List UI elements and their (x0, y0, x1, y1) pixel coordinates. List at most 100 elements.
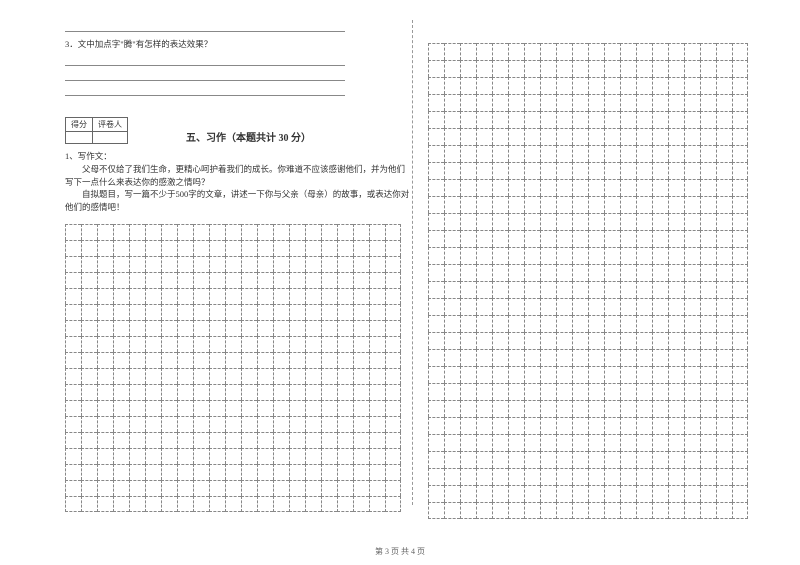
grid-cell (209, 336, 225, 352)
grid-cell (81, 368, 97, 384)
grid-cell (97, 368, 113, 384)
grid-cell (177, 448, 193, 464)
grid-cell (668, 417, 684, 434)
grid-cell (444, 383, 460, 400)
grid-cell (620, 179, 636, 196)
grid-cell (444, 468, 460, 485)
grid-cell (193, 496, 209, 512)
grid-cell (604, 43, 620, 60)
grid-cell (684, 94, 700, 111)
grid-cell (540, 213, 556, 230)
grid-cell (225, 272, 241, 288)
grid-cell (668, 451, 684, 468)
grid-cell (289, 432, 305, 448)
grid-cell (668, 281, 684, 298)
grid-cell (113, 448, 129, 464)
grid-cell (732, 196, 748, 213)
grid-cell (540, 162, 556, 179)
left-column: 3．文中加点字"腾"有怎样的表达效果？ 得分 评卷人 五、 (65, 20, 410, 512)
grid-cell (193, 384, 209, 400)
grid-cell (524, 434, 540, 451)
grid-cell (700, 145, 716, 162)
grid-cell (257, 272, 273, 288)
grid-cell (668, 60, 684, 77)
grid-cell (113, 256, 129, 272)
grid-cell (145, 432, 161, 448)
grid-cell (145, 304, 161, 320)
grid-cell (684, 111, 700, 128)
grid-cell (700, 468, 716, 485)
grid-cell (716, 451, 732, 468)
grid-cell (508, 196, 524, 213)
grid-cell (556, 247, 572, 264)
grid-cell (113, 352, 129, 368)
grid-cell (81, 464, 97, 480)
grid-cell (668, 349, 684, 366)
grid-cell (652, 468, 668, 485)
grid-cell (193, 416, 209, 432)
grid-cell (732, 332, 748, 349)
grid-cell (369, 416, 385, 432)
grid-cell (81, 224, 97, 240)
grid-cell (209, 240, 225, 256)
grid-cell (337, 400, 353, 416)
grid-cell (193, 432, 209, 448)
grid-cell (588, 128, 604, 145)
grid-cell (588, 145, 604, 162)
grid-cell (385, 256, 401, 272)
grid-cell (668, 315, 684, 332)
grid-cell (572, 434, 588, 451)
grid-cell (369, 336, 385, 352)
grid-cell (732, 315, 748, 332)
grid-cell (273, 224, 289, 240)
grid-cell (273, 368, 289, 384)
grid-cell (145, 416, 161, 432)
grid-cell (492, 128, 508, 145)
grid-cell (273, 240, 289, 256)
grid-cell (257, 448, 273, 464)
grid-cell (305, 288, 321, 304)
grid-cell (508, 468, 524, 485)
grid-cell (273, 480, 289, 496)
grid-cell (652, 400, 668, 417)
grid-cell (668, 468, 684, 485)
grid-cell (273, 352, 289, 368)
grid-cell (588, 468, 604, 485)
grid-cell (161, 304, 177, 320)
grid-cell (369, 400, 385, 416)
grid-cell (620, 60, 636, 77)
grid-cell (540, 349, 556, 366)
grid-cell (668, 213, 684, 230)
grid-cell (476, 281, 492, 298)
grid-cell (177, 352, 193, 368)
answer-line (65, 20, 345, 32)
grid-cell (588, 230, 604, 247)
grid-cell (540, 128, 556, 145)
grid-cell (652, 281, 668, 298)
grid-cell (540, 111, 556, 128)
grid-cell (97, 304, 113, 320)
grid-cell (321, 240, 337, 256)
grid-cell (177, 272, 193, 288)
grid-cell (652, 366, 668, 383)
grid-cell (684, 417, 700, 434)
grid-cell (460, 94, 476, 111)
grid-cell (289, 224, 305, 240)
grid-cell (588, 400, 604, 417)
grid-cell (241, 352, 257, 368)
grid-cell (353, 240, 369, 256)
grid-cell (428, 43, 444, 60)
grid-cell (508, 298, 524, 315)
grid-cell (428, 451, 444, 468)
grid-cell (177, 496, 193, 512)
grid-cell (225, 464, 241, 480)
grid-cell (668, 145, 684, 162)
grid-cell (65, 304, 81, 320)
grid-cell (508, 94, 524, 111)
grid-cell (700, 196, 716, 213)
grid-cell (508, 264, 524, 281)
grid-cell (161, 288, 177, 304)
grid-cell (556, 417, 572, 434)
grid-cell (241, 432, 257, 448)
grid-cell (177, 256, 193, 272)
